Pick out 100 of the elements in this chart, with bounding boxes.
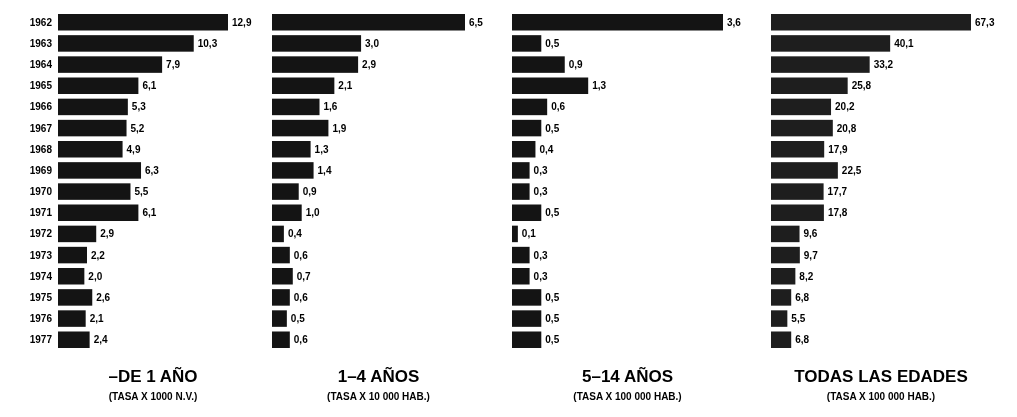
bar: [512, 289, 542, 306]
data-label: 8,2: [799, 270, 814, 282]
y-tick-label: 1971: [29, 207, 53, 219]
bar: [272, 267, 293, 285]
bar: [512, 77, 589, 95]
data-label: 20,2: [835, 101, 855, 113]
data-label: 17,9: [828, 143, 849, 155]
bar: [771, 14, 971, 31]
bar: [771, 225, 800, 243]
bar: [272, 56, 359, 73]
y-tick-label: 1973: [29, 249, 53, 261]
text: –DE 1 AÑO: [108, 366, 198, 386]
bar: [58, 162, 142, 179]
bar: [58, 98, 128, 116]
data-label: 1,3: [592, 80, 607, 92]
data-label: 0,5: [545, 313, 560, 325]
bar: [58, 267, 85, 285]
data-label: 7,9: [166, 59, 181, 71]
bar: [771, 119, 833, 137]
data-label: 5,5: [791, 313, 806, 325]
data-label: 33,2: [873, 59, 894, 71]
data-label: 0,3: [533, 164, 548, 176]
data-label: 20,8: [836, 122, 857, 134]
bar: [272, 310, 287, 327]
text: TODAS LAS EDADES: [794, 367, 968, 386]
bar: [58, 310, 86, 327]
bar: [512, 246, 530, 264]
bar: [272, 35, 362, 52]
text: (TASA X 10 000 HAB.): [327, 391, 430, 402]
data-label: 6,5: [469, 16, 484, 28]
data-label: 12,9: [232, 16, 252, 28]
bar: [58, 119, 127, 137]
text: (TASA X 1000 N.V.): [108, 391, 198, 402]
data-label: 1,0: [305, 207, 321, 219]
data-label: 1,3: [314, 143, 329, 155]
data-label: 17,7: [827, 186, 848, 198]
data-label: 1,9: [332, 122, 347, 134]
data-label: 67,3: [975, 16, 995, 28]
data-label: 2,9: [362, 59, 377, 71]
text: (TASA X 100 000 HAB.): [573, 391, 682, 402]
y-tick-label: 1969: [29, 164, 53, 176]
data-label: 0,5: [545, 334, 560, 346]
data-label: 0,3: [533, 270, 548, 282]
data-label: 5,3: [131, 101, 147, 113]
data-label: 0,3: [533, 249, 548, 261]
data-label: 0,5: [545, 291, 560, 303]
data-label: 0,1: [521, 228, 537, 240]
bar: [512, 267, 530, 285]
bar: [771, 35, 891, 52]
bar: [771, 98, 832, 116]
bar: [512, 35, 542, 52]
y-tick-label: 1970: [29, 186, 53, 198]
data-label: 2,4: [93, 334, 108, 346]
y-tick-label: 1968: [29, 143, 53, 155]
data-label: 22,5: [841, 164, 862, 176]
y-tick-label: 1972: [29, 228, 53, 240]
y-tick-label: 1977: [29, 334, 53, 346]
data-label: 0,6: [551, 101, 566, 113]
bar: [272, 119, 329, 137]
bar: [58, 141, 123, 158]
data-label: 6,1: [142, 207, 157, 219]
bar: [771, 246, 800, 264]
bar: [771, 289, 792, 306]
bar: [512, 141, 536, 158]
bar: [58, 14, 228, 31]
data-label: 6,8: [795, 334, 810, 346]
bar: [272, 225, 284, 243]
bar: [272, 204, 302, 221]
bar: [771, 162, 838, 179]
bar: [58, 289, 93, 306]
bar: [771, 331, 792, 348]
data-label: 0,4: [287, 228, 303, 240]
data-label: 0,5: [545, 122, 560, 134]
data-label: 17,8: [827, 207, 848, 219]
bar: [272, 331, 290, 348]
bar: [771, 56, 870, 73]
bar: [771, 77, 848, 95]
bar: [58, 246, 87, 264]
data-label: 0,6: [293, 334, 309, 346]
data-label: 6,3: [145, 164, 160, 176]
bar: [512, 204, 542, 221]
bar: [272, 289, 290, 306]
data-label: 9,6: [803, 228, 818, 240]
bar: [512, 225, 518, 243]
data-label: 0,6: [293, 291, 309, 303]
data-label: 2,1: [338, 80, 353, 92]
data-label: 2,1: [89, 313, 105, 325]
data-label: 3,0: [365, 37, 380, 49]
y-tick-label: 1965: [29, 80, 53, 92]
data-label: 0,5: [545, 37, 560, 49]
data-label: 0,7: [296, 270, 312, 282]
bar: [512, 183, 530, 200]
data-label: 5,5: [134, 186, 149, 198]
bar: [512, 310, 542, 327]
data-label: 0,5: [290, 313, 306, 325]
data-label: 0,9: [568, 59, 584, 71]
bar: [771, 310, 788, 327]
bar: [272, 77, 335, 95]
data-label: 9,7: [803, 249, 819, 261]
text: 5–14 AÑOS: [581, 366, 674, 386]
